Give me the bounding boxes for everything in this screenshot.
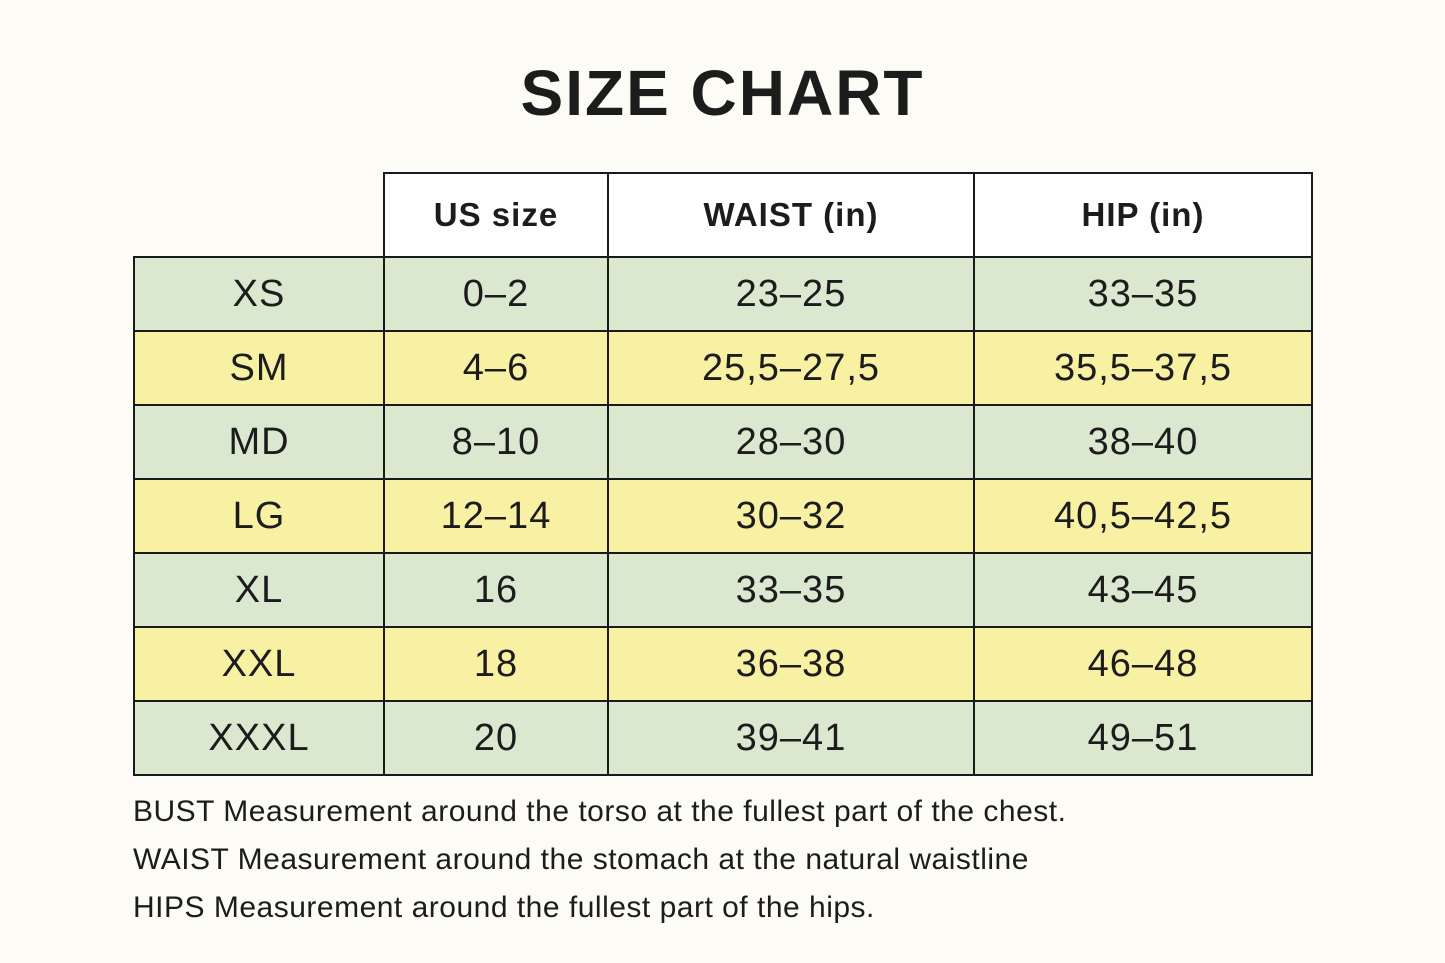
- measurement-note-waist: WAIST Measurement around the stomach at …: [133, 843, 1029, 876]
- hip-cell: 35,5–37,5: [973, 330, 1313, 406]
- us-size-cell: 4–6: [383, 330, 609, 406]
- hip-cell: 43–45: [973, 552, 1313, 628]
- waist-cell: 33–35: [607, 552, 975, 628]
- table-body: XS 0–2 23–25 33–35 SM 4–6 25,5–27,5 35,5…: [133, 256, 1313, 776]
- table-row-xl: XL 16 33–35 43–45: [133, 552, 1313, 628]
- hip-cell: 38–40: [973, 404, 1313, 480]
- page-title: SIZE CHART: [520, 57, 925, 129]
- hip-cell: 40,5–42,5: [973, 478, 1313, 554]
- table-row-md: MD 8–10 28–30 38–40: [133, 404, 1313, 480]
- size-cell: SM: [133, 330, 385, 406]
- us-size-cell: 0–2: [383, 256, 609, 332]
- waist-cell: 25,5–27,5: [607, 330, 975, 406]
- measurement-notes: BUST Measurement around the torso at the…: [133, 788, 1066, 932]
- hip-cell: 33–35: [973, 256, 1313, 332]
- size-cell: MD: [133, 404, 385, 480]
- us-size-cell: 8–10: [383, 404, 609, 480]
- waist-cell: 23–25: [607, 256, 975, 332]
- table-row-sm: SM 4–6 25,5–27,5 35,5–37,5: [133, 330, 1313, 406]
- us-size-cell: 20: [383, 700, 609, 776]
- us-size-cell: 12–14: [383, 478, 609, 554]
- us-size-cell: 16: [383, 552, 609, 628]
- table-row-xxxl: XXXL 20 39–41 49–51: [133, 700, 1313, 776]
- table-header: US size WAIST (in) HIP (in): [134, 172, 1313, 258]
- waist-cell: 30–32: [607, 478, 975, 554]
- waist-cell: 36–38: [607, 626, 975, 702]
- size-chart-table: US size WAIST (in) HIP (in) XS 0–2 23–25…: [133, 172, 1313, 776]
- measurement-note-hips: HIPS Measurement around the fullest part…: [133, 891, 875, 924]
- hip-cell: 46–48: [973, 626, 1313, 702]
- size-cell: XXXL: [133, 700, 385, 776]
- size-cell: XXL: [133, 626, 385, 702]
- waist-cell: 39–41: [607, 700, 975, 776]
- column-header-us-size: US size: [383, 172, 609, 258]
- table-row-xs: XS 0–2 23–25 33–35: [133, 256, 1313, 332]
- table-row-xxl: XXL 18 36–38 46–48: [133, 626, 1313, 702]
- table-header-row: US size WAIST (in) HIP (in): [134, 172, 1313, 258]
- size-cell: LG: [133, 478, 385, 554]
- size-cell: XS: [133, 256, 385, 332]
- measurement-note-bust: BUST Measurement around the torso at the…: [133, 795, 1067, 828]
- waist-cell: 28–30: [607, 404, 975, 480]
- column-header-hip: HIP (in): [973, 172, 1313, 258]
- size-cell: XL: [133, 552, 385, 628]
- column-header-waist: WAIST (in): [607, 172, 975, 258]
- us-size-cell: 18: [383, 626, 609, 702]
- header-spacer-cell: [134, 173, 384, 257]
- table-row-lg: LG 12–14 30–32 40,5–42,5: [133, 478, 1313, 554]
- hip-cell: 49–51: [973, 700, 1313, 776]
